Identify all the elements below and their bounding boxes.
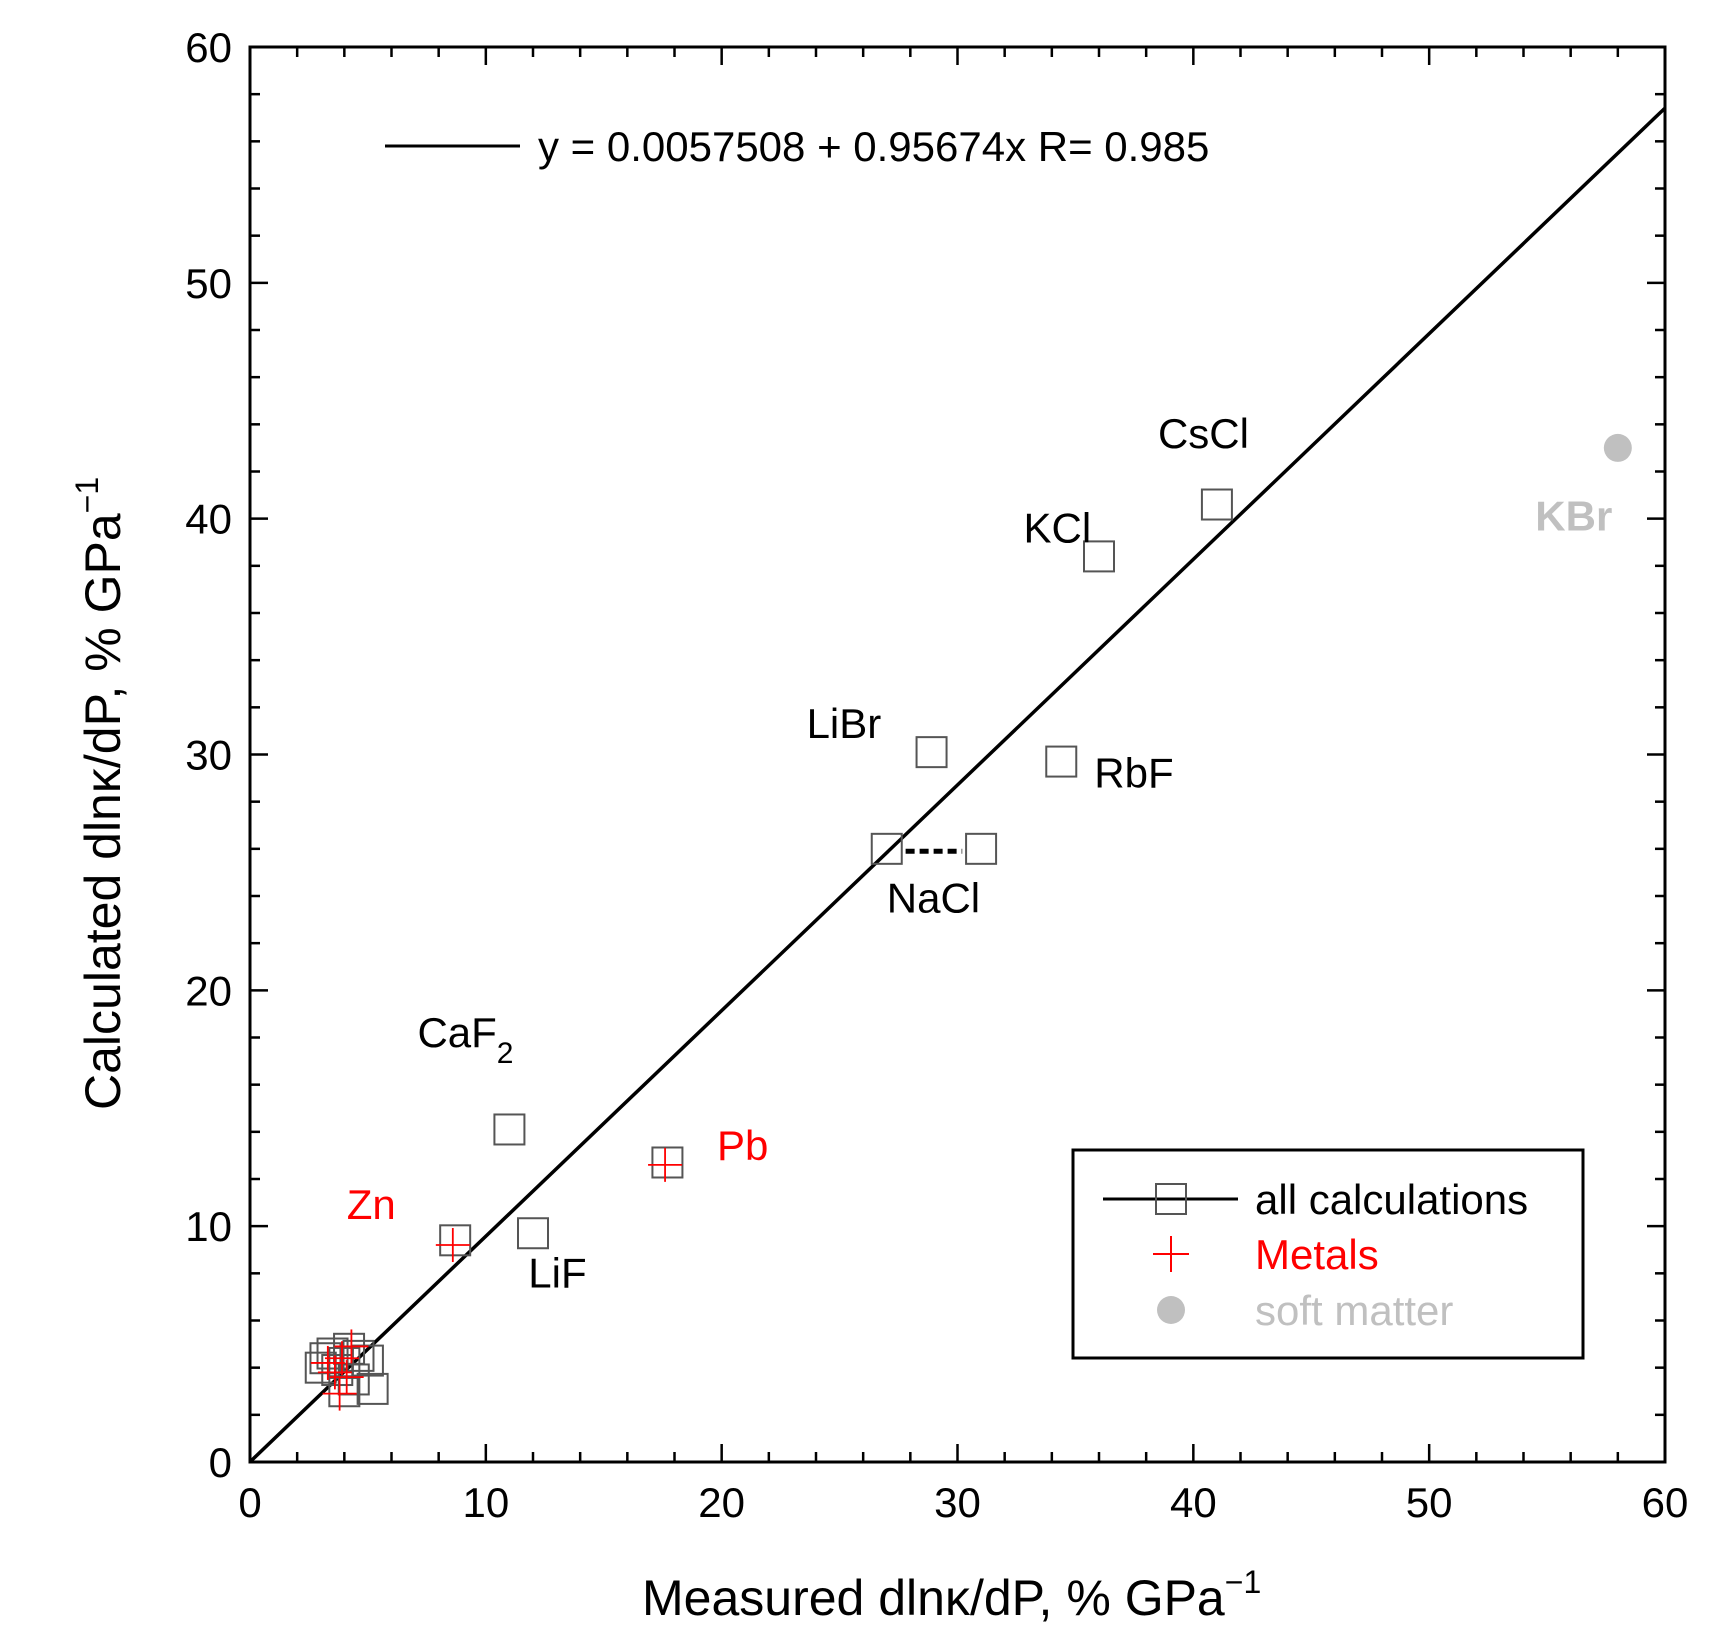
label-subscript: 2 [497, 1037, 514, 1070]
legend-entry-all-calculations: all calculations [1103, 1176, 1528, 1223]
x-tick-label: 0 [238, 1479, 261, 1526]
label-text: RbF [1094, 750, 1173, 797]
label-zn: Zn [347, 1181, 396, 1228]
fit-line-group [248, 106, 1667, 1464]
legend-square-marker [1155, 1183, 1187, 1215]
data-point-square [316, 1337, 349, 1370]
data-point-square [493, 1113, 526, 1146]
points-metals [310, 1147, 683, 1411]
data-point-square [965, 832, 998, 865]
label-libr: LiBr [807, 700, 882, 747]
data-point-plus [435, 1228, 470, 1263]
y-tick-label: 50 [185, 260, 232, 307]
data-point-circle [1603, 433, 1632, 462]
data-point-plus [322, 1376, 357, 1411]
data-point-plus [648, 1147, 683, 1182]
label-rbf: RbF [1094, 750, 1173, 797]
x-axis-title-text: Measured dlnκ/dP, % GPa [642, 1570, 1225, 1626]
label-pb: Pb [717, 1122, 768, 1169]
legend: all calculations Metals soft matter [1071, 1148, 1585, 1360]
data-point-square [651, 1146, 684, 1179]
annotations: CsCl KCl KBr LiBr RbF NaCl CaF2 LiF Pb Zn [347, 410, 1613, 1297]
points-soft-matter [1603, 433, 1632, 462]
x-axis-title: Measured dlnκ/dP, % GPa−1 [642, 1564, 1261, 1626]
data-point-square [356, 1372, 389, 1405]
x-tick-label: 40 [1170, 1479, 1217, 1526]
label-cscl: CsCl [1158, 410, 1249, 457]
label-text: NaCl [887, 875, 980, 922]
label-text: Zn [347, 1181, 396, 1228]
x-tick-label: 10 [462, 1479, 509, 1526]
data-point-square [517, 1217, 549, 1250]
x-tick-label: 50 [1406, 1479, 1453, 1526]
y-tick-label: 20 [185, 967, 232, 1014]
label-caf: CaF2 [417, 1009, 513, 1070]
label-text: LiBr [807, 700, 882, 747]
y-tick-label: 0 [209, 1439, 232, 1486]
y-tick-label: 30 [185, 732, 232, 779]
legend-label-soft-matter: soft matter [1255, 1287, 1453, 1334]
y-tick-label: 60 [185, 24, 232, 71]
data-point-square [1200, 488, 1233, 521]
major-ticks [248, 45, 1667, 1464]
x-tick-label: 30 [934, 1479, 981, 1526]
label-text: LiF [528, 1249, 586, 1296]
legend-entry-metals: Metals [1153, 1231, 1379, 1278]
y-axis-title: Calculated dlnκ/dP, % GPa−1 [69, 477, 131, 1110]
x-tick-label: 60 [1642, 1479, 1689, 1526]
x-tick-label: 20 [698, 1479, 745, 1526]
label-kbr: KBr [1535, 492, 1612, 539]
label-nacl: NaCl [887, 875, 980, 922]
legend-label-all-calculations: all calculations [1255, 1176, 1528, 1223]
y-axis-title-text: Calculated dlnκ/dP, % GPa [75, 513, 131, 1110]
data-point-plus [310, 1345, 345, 1380]
data-point-square [1083, 540, 1115, 573]
label-text: KCl [1024, 504, 1092, 551]
label-text: CaF [417, 1009, 496, 1056]
label-text: CsCl [1158, 410, 1249, 457]
data-point-square [915, 736, 948, 769]
label-lif: LiF [528, 1249, 586, 1296]
fit-line [248, 106, 1667, 1464]
x-tick-labels: 0 10 20 30 40 50 60 [238, 1479, 1688, 1526]
data-point-plus [329, 1360, 364, 1395]
label-kcl: KCl [1024, 504, 1092, 551]
y-tick-labels: 0 10 20 30 40 50 60 [185, 24, 232, 1486]
data-point-square [342, 1339, 375, 1372]
y-axis-title-exponent: −1 [69, 477, 105, 513]
x-axis-title-exponent: −1 [1225, 1564, 1261, 1600]
fit-equation-label: y = 0.0057508 + 0.95674x R= 0.985 [538, 123, 1209, 170]
data-point-square [1045, 745, 1078, 778]
legend-label-metals: Metals [1255, 1231, 1379, 1278]
y-tick-label: 40 [185, 496, 232, 543]
label-text: KBr [1535, 492, 1612, 539]
data-point-square [870, 832, 903, 865]
legend-entry-soft-matter: soft matter [1157, 1287, 1453, 1334]
data-point-square [439, 1224, 472, 1257]
minor-ticks [250, 47, 1665, 1462]
data-point-plus [324, 1341, 359, 1376]
label-text: Pb [717, 1122, 768, 1169]
legend-circle-marker [1157, 1296, 1185, 1324]
y-tick-label: 10 [185, 1203, 232, 1250]
